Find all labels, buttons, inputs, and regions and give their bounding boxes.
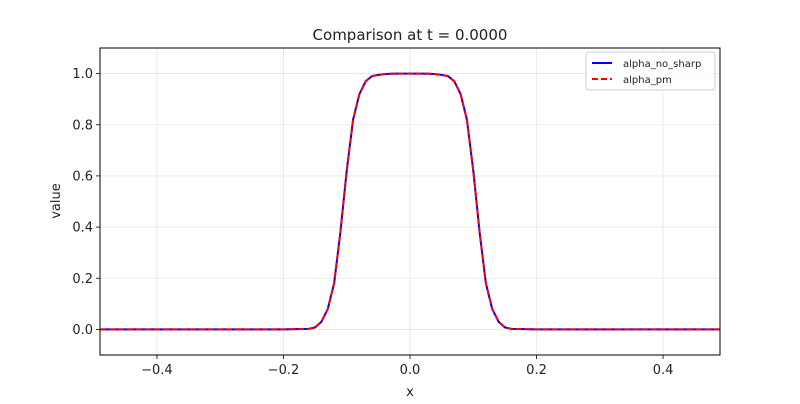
y-tick-label: 0.4 [72,221,93,236]
legend-box [585,51,716,91]
grid-lines [100,48,720,355]
x-tick-label: 0.4 [653,363,674,378]
y-tick-label: 0.8 [72,118,93,133]
y-tick-label: 1.0 [72,67,93,82]
y-tick-label: 0.6 [72,169,93,184]
y-tick-label: 0.0 [72,323,93,338]
y-axis-ticks: 0.0 0.2 0.4 0.6 0.8 1.0 [72,67,100,338]
y-axis-label: value [49,183,64,219]
line-alpha-pm [100,72,720,331]
x-tick-label: 0.2 [526,363,547,378]
x-axis-ticks: −0.4 −0.2 0.0 0.2 0.4 [141,355,673,378]
legend-label-alpha-pm: alpha_pm [623,75,672,86]
legend: alpha_no_sharp alpha_pm [585,51,716,91]
legend-label-alpha-no-sharp: alpha_no_sharp [623,59,701,70]
x-tick-label: 0.0 [400,363,421,378]
x-tick-label: −0.4 [141,363,173,378]
chart-title: Comparison at t = 0.0000 [313,26,508,44]
x-tick-label: −0.2 [268,363,300,378]
x-axis-label: x [406,385,414,400]
plot-lines [100,72,720,331]
y-tick-label: 0.2 [72,272,93,287]
